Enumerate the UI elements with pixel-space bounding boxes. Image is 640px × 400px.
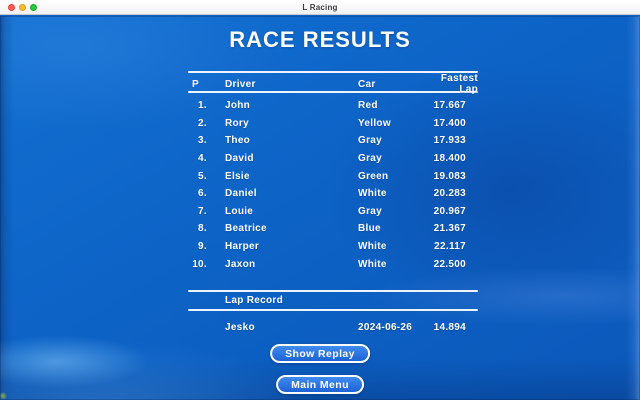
window-titlebar: L Racing (0, 0, 640, 15)
results-rows: 1. John Red 17.667 2. Rory Yellow 17.400… (188, 93, 478, 273)
close-button[interactable] (8, 4, 15, 11)
fastest-lap-cell: 20.967 (433, 205, 466, 217)
position-cell: 1. (198, 100, 207, 112)
results-row: 9. Harper White 22.117 (188, 238, 478, 256)
results-row: 7. Louie Gray 20.967 (188, 203, 478, 221)
car-cell: Gray (358, 135, 382, 147)
driver-cell: Theo (225, 135, 251, 147)
lap-record-header: Lap Record (188, 292, 478, 309)
car-cell: Green (358, 170, 389, 182)
divider (188, 308, 478, 311)
driver-cell: Daniel (225, 188, 257, 200)
position-cell: 8. (198, 223, 207, 235)
results-row: 2. Rory Yellow 17.400 (188, 115, 478, 133)
header-car: Car (358, 78, 376, 90)
table-header: P Driver Car Fastest Lap (188, 73, 478, 95)
results-row: 10. Jaxon White 22.500 (188, 255, 478, 273)
position-cell: 9. (198, 241, 207, 253)
header-position: P (192, 78, 199, 90)
results-row: 8. Beatrice Blue 21.367 (188, 220, 478, 238)
game-screen: RACE RESULTS P Driver Car Fastest Lap 1.… (0, 16, 640, 400)
driver-cell: Rory (225, 117, 249, 129)
position-cell: 6. (198, 188, 207, 200)
driver-cell: Harper (225, 241, 260, 253)
page-title: RACE RESULTS (229, 27, 411, 52)
traffic-lights (8, 4, 37, 11)
minimize-button[interactable] (19, 4, 26, 11)
position-cell: 4. (198, 153, 207, 165)
lap-record-holder: Jesko (225, 322, 255, 334)
position-cell: 2. (198, 117, 207, 129)
fastest-lap-cell: 20.283 (433, 188, 466, 200)
lap-record-row: Jesko 2024-06-26 14.894 (188, 319, 478, 337)
fastest-lap-cell: 17.400 (433, 117, 466, 129)
driver-cell: Jaxon (225, 258, 256, 270)
car-cell: Red (358, 100, 378, 112)
divider (188, 289, 478, 292)
car-cell: White (358, 258, 387, 270)
fastest-lap-cell: 21.367 (433, 223, 466, 235)
driver-cell: Elsie (225, 170, 250, 182)
results-row: 4. David Gray 18.400 (188, 150, 478, 168)
divider (188, 71, 478, 73)
main-menu-button[interactable]: Main Menu (276, 375, 364, 394)
position-cell: 10. (192, 258, 207, 270)
results-row: 1. John Red 17.667 (188, 97, 478, 115)
lap-record-time: 14.894 (433, 322, 466, 334)
position-cell: 5. (198, 170, 207, 182)
lap-record-date: 2024-06-26 (358, 322, 413, 334)
car-cell: Gray (358, 205, 382, 217)
zoom-button[interactable] (30, 4, 37, 11)
results-row: 3. Theo Gray 17.933 (188, 132, 478, 150)
divider (188, 91, 478, 93)
position-cell: 7. (198, 205, 207, 217)
car-cell: White (358, 188, 387, 200)
driver-cell: David (225, 153, 254, 165)
show-replay-button[interactable]: Show Replay (270, 344, 370, 363)
header-fastest-lap: Fastest Lap (440, 73, 478, 95)
header-driver: Driver (225, 78, 256, 90)
driver-cell: Louie (225, 205, 254, 217)
results-row: 6. Daniel White 20.283 (188, 185, 478, 203)
lap-record-title: Lap Record (225, 294, 284, 306)
fastest-lap-cell: 22.117 (434, 241, 466, 253)
fastest-lap-cell: 18.400 (433, 153, 466, 165)
fastest-lap-cell: 17.667 (433, 100, 466, 112)
results-table: P Driver Car Fastest Lap 1. John Red 17.… (188, 71, 478, 337)
car-cell: Blue (358, 223, 381, 235)
fastest-lap-cell: 22.500 (433, 258, 466, 270)
fastest-lap-cell: 17.933 (433, 135, 466, 147)
driver-cell: Beatrice (225, 223, 267, 235)
car-cell: White (358, 241, 387, 253)
fastest-lap-cell: 19.083 (433, 170, 466, 182)
driver-cell: John (225, 100, 251, 112)
car-cell: Gray (358, 153, 382, 165)
results-row: 5. Elsie Green 19.083 (188, 167, 478, 185)
car-cell: Yellow (358, 117, 391, 129)
position-cell: 3. (198, 135, 207, 147)
window-title: L Racing (302, 3, 338, 12)
